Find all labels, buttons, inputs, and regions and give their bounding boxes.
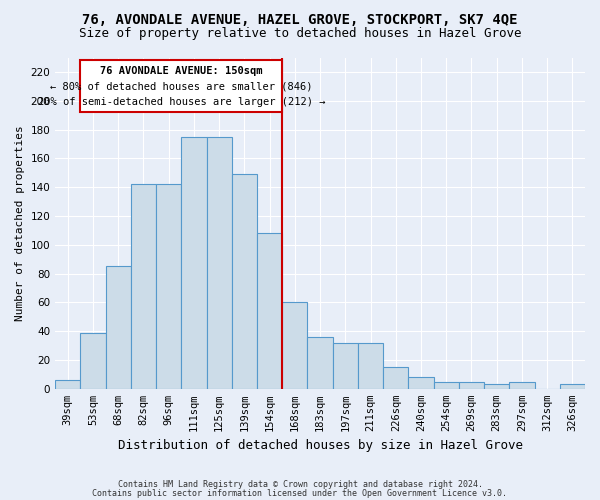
Bar [509,382,535,389]
Text: 76 AVONDALE AVENUE: 150sqm: 76 AVONDALE AVENUE: 150sqm [100,66,263,76]
Text: Contains public sector information licensed under the Open Government Licence v3: Contains public sector information licen… [92,488,508,498]
Text: Contains HM Land Registry data © Crown copyright and database right 2024.: Contains HM Land Registry data © Crown c… [118,480,482,489]
Bar [206,136,232,389]
Bar [307,337,332,389]
Bar [80,332,106,389]
Bar [434,382,459,389]
Text: 76, AVONDALE AVENUE, HAZEL GROVE, STOCKPORT, SK7 4QE: 76, AVONDALE AVENUE, HAZEL GROVE, STOCKP… [82,12,518,26]
Y-axis label: Number of detached properties: Number of detached properties [15,126,25,321]
Bar [55,380,80,389]
Bar [560,384,585,389]
Bar [484,384,509,389]
Bar [459,382,484,389]
Bar [409,378,434,389]
Bar [181,136,206,389]
Bar [358,342,383,389]
Bar [131,184,156,389]
Bar [232,174,257,389]
Bar [156,184,181,389]
Bar [282,302,307,389]
Bar [257,233,282,389]
X-axis label: Distribution of detached houses by size in Hazel Grove: Distribution of detached houses by size … [118,440,523,452]
Bar [332,342,358,389]
Text: Size of property relative to detached houses in Hazel Grove: Size of property relative to detached ho… [79,28,521,40]
Bar [383,367,409,389]
FancyBboxPatch shape [80,60,282,112]
Text: 20% of semi-detached houses are larger (212) →: 20% of semi-detached houses are larger (… [38,96,325,106]
Bar [106,266,131,389]
Text: ← 80% of detached houses are smaller (846): ← 80% of detached houses are smaller (84… [50,81,313,91]
